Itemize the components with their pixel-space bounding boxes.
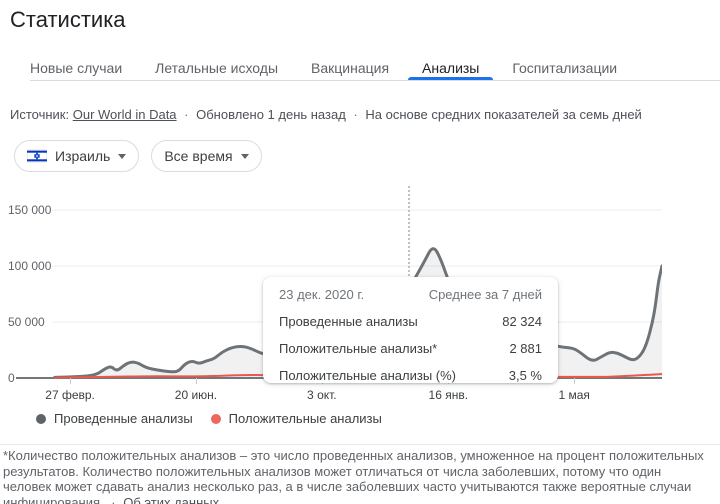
period-dropdown-label: Все время <box>164 148 233 164</box>
filter-chips: Израиль Все время <box>14 140 262 172</box>
y-axis-label: 100 000 <box>8 259 52 273</box>
legend-dot-gray <box>36 413 46 424</box>
footnote-text: инфицирования. <box>3 494 104 504</box>
y-axis-label: 150 000 <box>8 203 52 217</box>
source-updated: Обновлено 1 день назад <box>196 107 346 122</box>
x-axis-label: 20 июн. <box>174 388 218 402</box>
tab-tests[interactable]: Анализы <box>407 55 494 80</box>
tab-bar: Новые случаи Летальные исходы Вакцинация… <box>30 55 720 80</box>
footnote-line: человек может сдавать анализ несколько р… <box>3 479 692 494</box>
tooltip-subtitle: Среднее за 7 дней <box>428 287 542 302</box>
period-dropdown[interactable]: Все время <box>151 140 262 172</box>
tab-hospitalizations[interactable]: Госпитализации <box>512 59 618 76</box>
legend-label: Проведенные анализы <box>54 411 193 426</box>
country-dropdown-label: Израиль <box>55 148 111 164</box>
tab-new-cases[interactable]: Новые случаи <box>30 59 123 76</box>
tab-deaths[interactable]: Летальные исходы <box>155 59 279 76</box>
chevron-down-icon <box>240 153 249 159</box>
tooltip-row-label: Проведенные анализы <box>279 314 418 329</box>
israel-flag-icon <box>27 149 47 163</box>
separator: · <box>353 107 358 122</box>
page-title: Статистика <box>10 7 126 32</box>
footnote-last-line: инфицирования. · Об этих данных <box>3 495 717 504</box>
chevron-down-icon <box>118 153 127 159</box>
footnote-line: *Количество положительных анализов – это… <box>3 448 704 463</box>
source-line: Источник: Our World in Data · Обновлено … <box>10 107 642 122</box>
source-prefix: Источник: <box>10 107 70 122</box>
tooltip-row-value: 3,5 % <box>508 368 542 383</box>
legend-item-tests: Проведенные анализы <box>36 411 193 426</box>
y-axis-label: 0 <box>8 371 15 385</box>
tooltip-row-value: 2 881 <box>509 341 542 356</box>
x-axis-tick <box>574 378 576 384</box>
x-axis-label: 27 февр. <box>45 388 95 402</box>
legend-item-positive: Положительные анализы <box>210 411 382 426</box>
footnote-divider <box>0 444 720 445</box>
country-dropdown[interactable]: Израиль <box>14 140 140 172</box>
footnote: *Количество положительных анализов – это… <box>3 448 717 504</box>
y-axis-label: 50 000 <box>8 315 45 329</box>
tooltip-row-label: Положительные анализы (%) <box>279 368 457 383</box>
tab-vaccination[interactable]: Вакцинация <box>311 59 390 76</box>
tabs-divider <box>30 80 720 81</box>
x-axis-label: 16 янв. <box>428 388 469 402</box>
x-axis-tick <box>70 378 72 384</box>
chart-legend: Проведенные анализы Положительные анализ… <box>36 411 382 426</box>
about-data-link[interactable]: Об этих данных <box>123 494 220 504</box>
tooltip-row-label: Положительные анализы* <box>279 341 438 356</box>
legend-label: Положительные анализы <box>228 411 382 426</box>
x-axis-label: 1 мая <box>558 388 590 402</box>
footnote-line: результатов. Количество положительных ан… <box>3 463 662 479</box>
legend-dot-red <box>210 413 221 424</box>
separator: · <box>184 107 189 122</box>
x-axis-label: 3 окт. <box>307 388 337 402</box>
separator: · <box>111 494 116 504</box>
tooltip-row-value: 82 324 <box>502 314 542 329</box>
tooltip-date: 23 дек. 2020 г. <box>279 287 365 302</box>
source-basis: На основе средних показателей за семь дн… <box>365 107 642 122</box>
chart-tooltip: 23 дек. 2020 г. Среднее за 7 дней Провед… <box>263 277 558 383</box>
source-link[interactable]: Our World in Data <box>72 107 177 122</box>
x-axis-tick <box>195 378 197 384</box>
